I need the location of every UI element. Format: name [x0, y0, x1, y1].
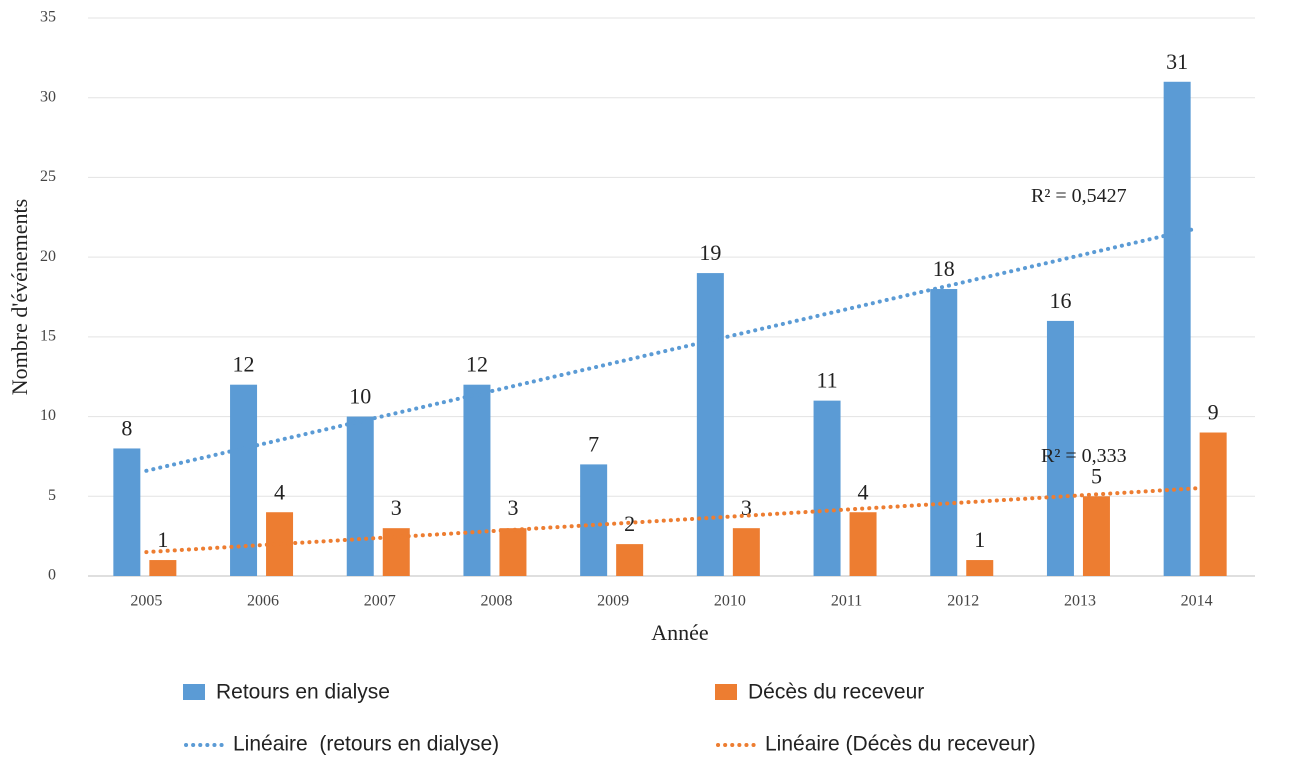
- legend-label: Retours en dialyse: [216, 681, 390, 704]
- value-label: 3: [507, 495, 518, 520]
- x-tick-label: 2008: [480, 593, 512, 610]
- value-label: 5: [1091, 463, 1102, 488]
- bar: [732, 528, 760, 576]
- value-label: 18: [933, 256, 955, 281]
- bar: [616, 544, 644, 576]
- value-label: 19: [699, 240, 721, 265]
- x-tick-label: 2014: [1181, 593, 1213, 610]
- bar: [1199, 432, 1227, 576]
- y-tick-label: 10: [40, 407, 56, 424]
- value-label: 31: [1166, 49, 1188, 74]
- legend-label: Linéaire (Décès du receveur): [765, 733, 1036, 756]
- value-label: 3: [391, 495, 402, 520]
- legend-label: Décès du receveur: [748, 681, 924, 704]
- y-tick-label: 20: [40, 248, 56, 265]
- bar: [813, 400, 841, 576]
- y-tick-label: 25: [40, 168, 56, 185]
- value-label: 9: [1208, 400, 1219, 425]
- value-label: 1: [157, 527, 168, 552]
- trendline: [144, 486, 1199, 555]
- y-tick-label: 0: [48, 567, 56, 584]
- y-tick-label: 35: [40, 9, 56, 26]
- bar: [463, 384, 491, 576]
- x-tick-label: 2011: [831, 593, 862, 610]
- x-tick-label: 2012: [947, 593, 979, 610]
- trendline: [144, 226, 1199, 473]
- r2-label: R² = 0,333: [1041, 445, 1127, 467]
- r2-label: R² = 0,5427: [1031, 185, 1127, 207]
- x-axis-title: Année: [651, 620, 708, 645]
- value-label: 10: [349, 384, 371, 409]
- value-label: 16: [1049, 288, 1071, 313]
- value-label: 4: [858, 479, 869, 504]
- value-label: 1: [974, 527, 985, 552]
- y-axis-title: Nombre d'événements: [7, 199, 32, 395]
- value-label: 8: [121, 416, 132, 441]
- x-tick-label: 2005: [130, 593, 162, 610]
- x-tick-label: 2007: [364, 593, 396, 610]
- x-tick-label: 2013: [1064, 593, 1096, 610]
- bar: [696, 273, 724, 576]
- bar: [499, 528, 527, 576]
- x-tick-label: 2009: [597, 593, 629, 610]
- legend-swatch: [183, 684, 205, 700]
- y-tick-label: 5: [48, 487, 56, 504]
- bar: [1163, 81, 1191, 577]
- bar: [930, 289, 958, 576]
- value-label: 11: [816, 368, 837, 393]
- legend-label: Linéaire (retours en dialyse): [233, 733, 499, 756]
- bar: [966, 560, 994, 576]
- bar: [113, 448, 141, 576]
- bar: [1046, 320, 1074, 576]
- y-tick-label: 15: [40, 328, 56, 345]
- x-tick-label: 2006: [247, 593, 279, 610]
- value-label: 3: [741, 495, 752, 520]
- y-tick-label: 30: [40, 88, 56, 105]
- legend-swatch: [715, 684, 737, 700]
- bar: [849, 512, 877, 576]
- value-label: 4: [274, 479, 285, 504]
- value-label: 7: [588, 431, 599, 456]
- bar: [1082, 496, 1110, 576]
- bar: [149, 560, 177, 576]
- bar: [580, 464, 608, 576]
- x-tick-label: 2010: [714, 593, 746, 610]
- value-label: 12: [466, 352, 488, 377]
- value-label: 12: [233, 352, 255, 377]
- bar: [346, 416, 374, 576]
- bar: [382, 528, 410, 576]
